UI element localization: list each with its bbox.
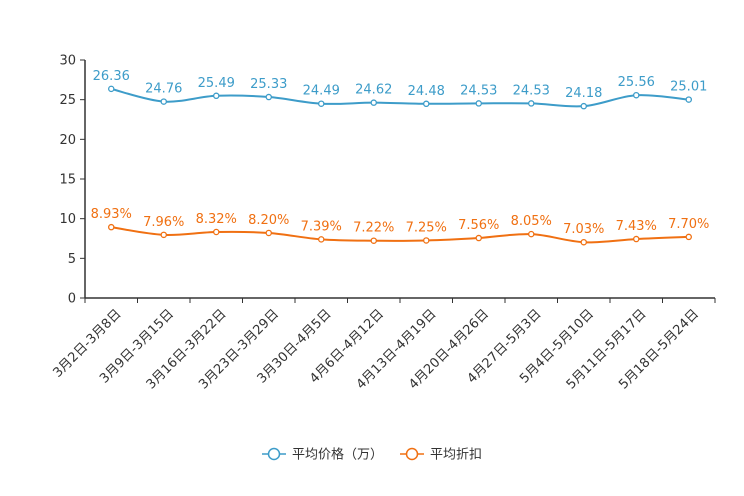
data-label: 8.20% — [248, 213, 289, 228]
data-label: 7.56% — [458, 218, 499, 233]
data-point — [370, 99, 377, 106]
data-label: 8.32% — [196, 212, 237, 227]
data-point — [317, 100, 325, 107]
data-label: 8.93% — [91, 207, 132, 222]
data-label: 7.22% — [353, 221, 394, 236]
data-point — [528, 230, 535, 238]
y-tick-label: 20 — [59, 133, 76, 148]
data-point — [108, 223, 115, 231]
data-point — [475, 234, 482, 242]
data-point — [422, 100, 430, 108]
y-tick-label: 10 — [59, 212, 76, 227]
y-tick-label: 25 — [59, 93, 76, 108]
data-point — [212, 92, 220, 100]
data-point — [317, 236, 325, 243]
data-point — [265, 229, 272, 237]
data-label: 24.18 — [565, 86, 602, 101]
series-layer: 26.36 24.76 25.49 25.33 24.49 24.62 24.48 24.53… — [91, 69, 709, 246]
data-point — [633, 91, 640, 99]
y-tick-label: 15 — [59, 173, 76, 188]
x-axis-ticks: 3月2日-3月8日3月9日-3月15日3月16日-3月22日3月23日-3月29… — [50, 298, 716, 392]
data-label: 7.25% — [406, 220, 447, 235]
y-tick-label: 0 — [68, 292, 76, 307]
data-label: 26.36 — [93, 69, 130, 84]
series-line — [111, 87, 689, 108]
data-label: 24.62 — [355, 83, 392, 98]
legend-marker — [405, 447, 419, 461]
data-point — [212, 228, 220, 236]
series-1: 26.36 24.76 25.49 25.33 24.49 24.62 24.48 24.53… — [93, 69, 707, 110]
data-point — [475, 100, 482, 107]
data-point — [580, 102, 588, 110]
data-label: 25.49 — [198, 76, 235, 91]
legend[interactable]: 平均价格（万） 平均折扣 — [262, 447, 482, 463]
data-point — [160, 231, 167, 239]
series-2: 8.93% 7.96% 8.32% 8.20% 7.39% 7.22% 7.25% 7.56%… — [91, 207, 709, 246]
legend-item-1[interactable]: 平均价格（万） — [262, 447, 383, 463]
data-label: 7.03% — [563, 222, 604, 237]
legend-label: 平均折扣 — [430, 448, 482, 463]
data-label: 25.01 — [670, 80, 707, 95]
data-point — [265, 93, 272, 101]
data-label: 7.43% — [616, 219, 657, 234]
data-label: 24.53 — [460, 83, 497, 98]
data-label: 24.48 — [408, 84, 445, 99]
y-tick-label: 30 — [59, 54, 76, 69]
data-label: 25.33 — [250, 77, 287, 92]
data-point — [108, 85, 115, 93]
data-label: 7.96% — [143, 215, 184, 230]
y-axis-ticks: 0 5 10 15 20 25 30 — [59, 54, 85, 307]
data-label: 7.70% — [668, 217, 709, 232]
data-point — [580, 238, 588, 246]
data-label: 24.53 — [513, 83, 550, 98]
data-point — [528, 100, 535, 107]
data-label: 25.56 — [618, 75, 655, 90]
data-label: 7.39% — [301, 219, 342, 234]
data-point — [633, 235, 640, 243]
data-label: 24.49 — [303, 84, 340, 99]
data-point — [370, 237, 377, 244]
y-tick-label: 5 — [68, 252, 76, 267]
data-point — [685, 96, 693, 103]
data-point — [422, 237, 430, 244]
data-label: 24.76 — [145, 82, 182, 97]
legend-label: 平均价格（万） — [292, 447, 383, 463]
legend-item-2[interactable]: 平均折扣 — [400, 448, 482, 463]
data-label: 8.05% — [511, 214, 552, 229]
data-point — [160, 98, 167, 105]
legend-marker — [267, 447, 281, 461]
data-point — [685, 233, 693, 241]
series-line — [111, 226, 689, 244]
